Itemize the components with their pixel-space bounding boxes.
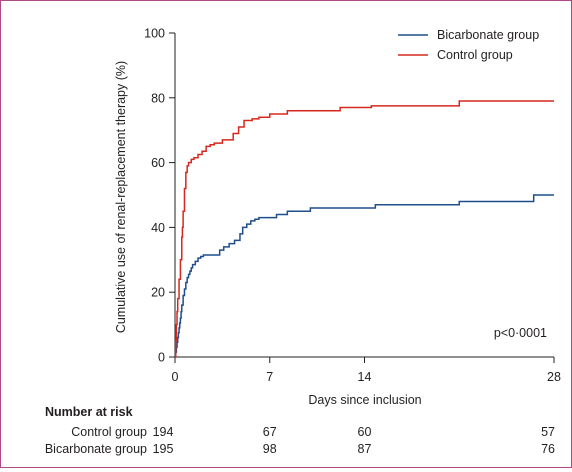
risk-row-label: Control group: [71, 425, 147, 439]
risk-value: 57: [541, 425, 555, 439]
y-tick-label: 100: [144, 27, 165, 41]
risk-row-label: Bicarbonate group: [45, 442, 147, 456]
risk-value: 194: [153, 425, 174, 439]
series-lines: [174, 100, 554, 358]
risk-value: 60: [358, 425, 372, 439]
x-axis-label: Days since inclusion: [308, 393, 421, 407]
x-tick-label: 14: [358, 370, 372, 384]
y-tick-label: 80: [151, 91, 165, 105]
y-axis-label: Cumulative use of renal-replacement ther…: [114, 61, 128, 333]
y-tick-label: 60: [151, 156, 165, 170]
legend: Bicarbonate group Control group: [398, 28, 539, 62]
x-ticks: 0 7 14 28: [172, 357, 561, 384]
risk-value: 76: [541, 442, 555, 456]
x-tick-label: 28: [547, 370, 561, 384]
y-tick-label: 40: [151, 221, 165, 235]
y-ticks: 0 20 40 60 80 100: [144, 27, 175, 365]
series-line-bicarbonate: [174, 194, 554, 358]
y-tick-label: 20: [151, 286, 165, 300]
p-value-annotation: p<0·0001: [494, 326, 547, 340]
series-line-control: [174, 100, 554, 358]
legend-label-control: Control group: [437, 48, 513, 62]
risk-value: 195: [153, 442, 174, 456]
risk-table: Control group 194 67 60 57 Bicarbonate group 1…: [45, 425, 555, 456]
risk-value: 98: [263, 442, 277, 456]
legend-label-bicarbonate: Bicarbonate group: [437, 28, 539, 42]
risk-value: 67: [263, 425, 277, 439]
x-tick-label: 0: [172, 370, 179, 384]
risk-value: 87: [358, 442, 372, 456]
x-tick-label: 7: [266, 370, 273, 384]
y-tick-label: 0: [158, 351, 165, 365]
risk-table-title: Number at risk: [45, 405, 133, 419]
